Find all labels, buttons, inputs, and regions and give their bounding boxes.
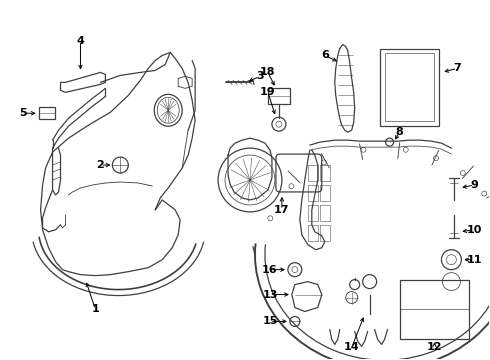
Text: 1: 1 [92,305,99,315]
Text: 8: 8 [396,127,403,137]
Text: 10: 10 [466,225,482,235]
Text: 4: 4 [76,36,84,46]
Text: 11: 11 [466,255,482,265]
Text: 9: 9 [470,180,478,190]
Text: 17: 17 [274,205,290,215]
Text: 18: 18 [260,67,276,77]
Text: 16: 16 [262,265,278,275]
Text: 19: 19 [260,87,276,97]
Text: 7: 7 [454,63,461,73]
Text: 3: 3 [256,71,264,81]
Text: 15: 15 [262,316,278,327]
Text: 5: 5 [19,108,26,118]
Text: 13: 13 [262,289,278,300]
Text: 6: 6 [321,50,329,60]
Text: 12: 12 [427,342,442,352]
Text: 14: 14 [344,342,360,352]
Text: 2: 2 [97,160,104,170]
